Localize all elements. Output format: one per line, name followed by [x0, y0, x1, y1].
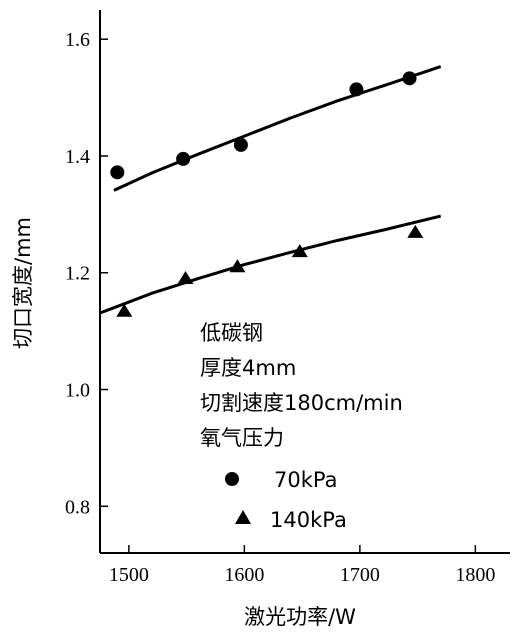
- y-tick-label-1: 1.0: [65, 380, 90, 402]
- legend-label-70kpa: 70kPa: [274, 468, 337, 492]
- axes-frame: [99, 10, 510, 554]
- annotation-oxygen-pressure: 氧气压力: [200, 426, 284, 450]
- legend: 70kPa 140kPa: [225, 468, 347, 532]
- point-140kpa-1748: [407, 224, 424, 238]
- annotation-material: 低碳钢: [200, 321, 263, 345]
- x-tick-label-1700: 1700: [340, 564, 380, 586]
- fit-curve-140kpa: [99, 214, 442, 315]
- x-tick-label-1500: 1500: [109, 564, 149, 586]
- y-axis-title: 切口宽度/mm: [11, 217, 35, 349]
- point-140kpa-1549: [177, 271, 194, 284]
- point-70kpa-1547: [176, 151, 191, 166]
- condition-annotation: 低碳钢 厚度4mm 切割速度180cm/min 氧气压力: [200, 321, 403, 450]
- data-points: [110, 71, 424, 317]
- point-140kpa-1496: [116, 303, 133, 317]
- x-tick-label-1600: 1600: [224, 564, 264, 586]
- point-70kpa-1697: [349, 82, 364, 97]
- legend-marker-140kpa: [235, 510, 251, 524]
- point-70kpa-1490: [110, 165, 125, 180]
- annotation-cutting-speed: 切割速度180cm/min: [200, 391, 403, 415]
- fit-curves: [99, 65, 442, 315]
- x-axis-title: 激光功率/W: [244, 605, 356, 629]
- y-tick-label-1.2: 1.2: [65, 263, 90, 285]
- legend-label-140kpa: 140kPa: [270, 508, 347, 532]
- ticks: 1500 1600 1700 1800 0.8 1.0 1.2 1.4 1.6: [65, 29, 495, 586]
- y-tick-label-0.8: 0.8: [65, 496, 90, 518]
- point-70kpa-1743: [402, 71, 417, 86]
- point-140kpa-1594: [229, 259, 246, 273]
- y-tick-label-1.4: 1.4: [65, 146, 90, 168]
- x-tick-label-1800: 1800: [455, 564, 495, 586]
- fit-curve-70kpa: [113, 65, 442, 192]
- point-70kpa-1597: [233, 137, 248, 152]
- point-140kpa-1648: [291, 244, 308, 258]
- y-tick-label-1.6: 1.6: [65, 29, 90, 51]
- annotation-thickness: 厚度4mm: [200, 356, 296, 380]
- legend-marker-70kpa: [225, 472, 239, 486]
